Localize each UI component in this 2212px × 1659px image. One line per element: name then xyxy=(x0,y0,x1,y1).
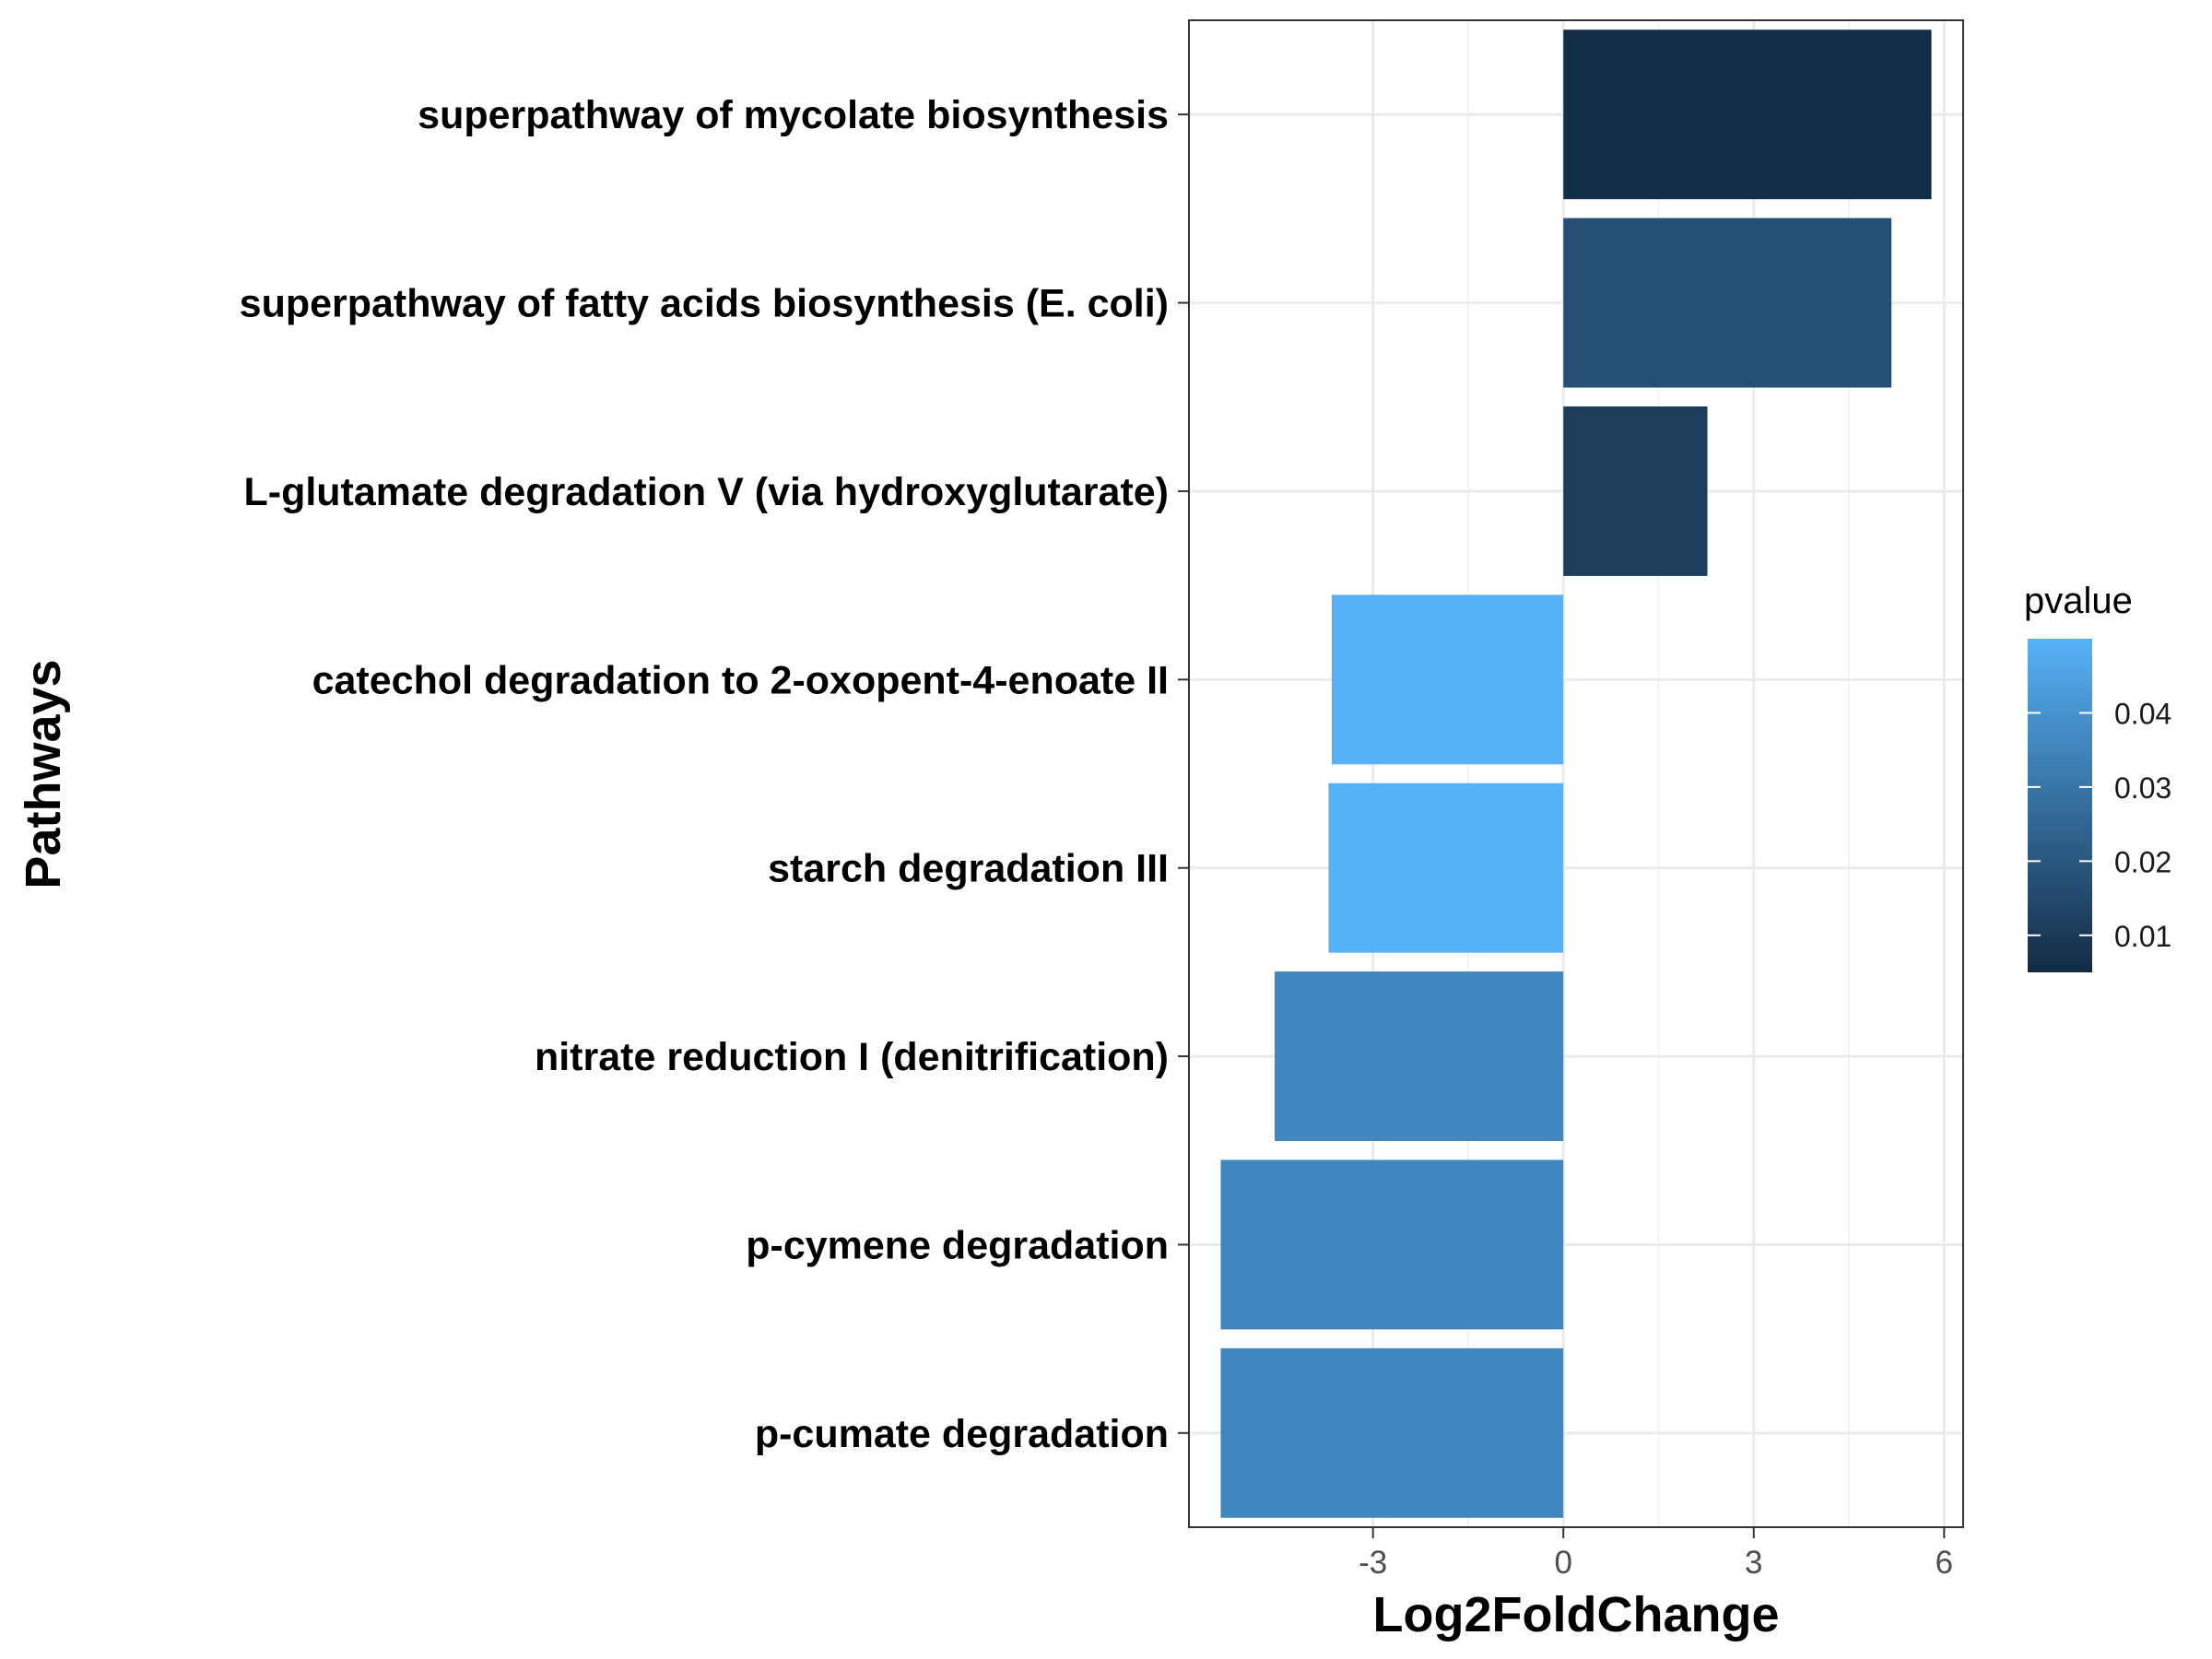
bar xyxy=(1220,1347,1564,1518)
legend-label: 0.01 xyxy=(2114,920,2171,953)
legend-ticks: 0.04 0.03 0.02 0.01 xyxy=(2028,697,2171,953)
category-label: starch degradation III xyxy=(768,847,1169,891)
bar xyxy=(1563,29,1932,200)
legend-label: 0.03 xyxy=(2114,771,2171,805)
bar xyxy=(1563,406,1708,576)
bar xyxy=(1563,218,1892,388)
legend-label: 0.04 xyxy=(2114,697,2171,730)
y-axis-title: Pathways xyxy=(16,659,71,888)
bar xyxy=(1274,971,1564,1142)
bar xyxy=(1220,1159,1564,1330)
legend-colorbar xyxy=(2028,639,2092,972)
category-label: p-cymene degradation xyxy=(746,1223,1169,1267)
category-label: p-cumate degradation xyxy=(755,1412,1169,1456)
y-axis-ticks: superpathway of mycolate biosynthesis sup… xyxy=(240,93,1189,1456)
x-tick-label: 6 xyxy=(1936,1545,1953,1581)
x-tick-label: 0 xyxy=(1554,1545,1571,1581)
category-label: nitrate reduction I (denitrification) xyxy=(535,1035,1169,1079)
legend: pvalue 0.04 0.03 0.02 0.01 xyxy=(2024,581,2171,972)
bar xyxy=(1328,782,1564,953)
bar xyxy=(1331,594,1564,765)
x-tick-label: -3 xyxy=(1359,1545,1387,1581)
x-tick-label: 3 xyxy=(1745,1545,1762,1581)
legend-title: pvalue xyxy=(2024,581,2133,621)
bars xyxy=(1220,29,1932,1518)
category-label: L-glutamate degradation V (via hydroxygl… xyxy=(243,470,1169,514)
category-label: superpathway of mycolate biosynthesis xyxy=(418,93,1169,137)
category-label: catechol degradation to 2-oxopent-4-enoa… xyxy=(312,658,1169,702)
plot-border xyxy=(1188,19,1964,1528)
x-axis-ticks: -3 0 3 6 xyxy=(1359,1527,1953,1581)
legend-label: 0.02 xyxy=(2114,845,2171,878)
x-axis-title: Log2FoldChange xyxy=(1373,1587,1780,1642)
category-label: superpathway of fatty acids biosynthesis… xyxy=(240,282,1169,326)
